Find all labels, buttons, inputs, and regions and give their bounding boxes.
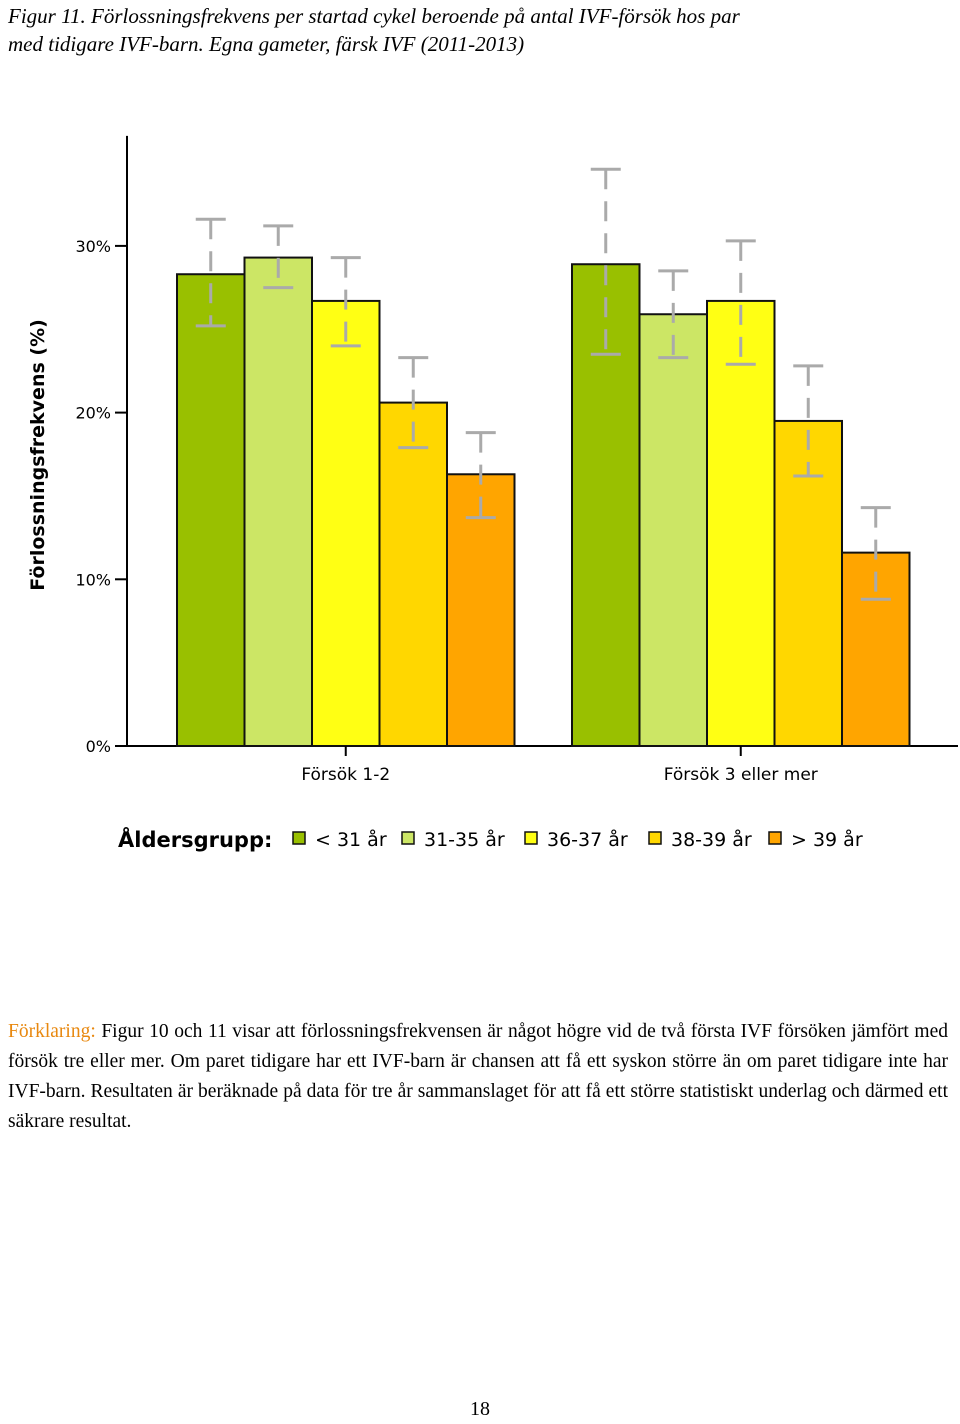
- bar: [638, 313, 708, 747]
- bar: [311, 299, 381, 747]
- legend-label: > 39 år: [791, 828, 863, 851]
- legend-title: Åldersgrupp:: [118, 827, 272, 852]
- bar: [706, 299, 776, 747]
- explanation-text: Figur 10 och 11 visar att förlossningsfr…: [8, 1021, 948, 1132]
- caption-line-1: Figur 11. Förlossningsfrekvens per start…: [8, 4, 740, 28]
- legend-swatch: [401, 831, 415, 845]
- bar: [378, 401, 448, 747]
- bar: [243, 256, 313, 747]
- y-tick-label: 0%: [86, 737, 111, 756]
- caption-line-2: med tidigare IVF-barn. Egna gameter, fär…: [8, 32, 525, 56]
- bar-chart: 0% 10% 20% 30% Förlossningsfrekvens (%) Försö…: [27, 135, 958, 852]
- legend-swatch: [292, 831, 306, 845]
- y-tick-label: 30%: [75, 237, 111, 256]
- legend-swatch: [648, 831, 662, 845]
- bar: [176, 273, 246, 747]
- bar: [773, 419, 843, 747]
- page-number: 18: [470, 1398, 490, 1420]
- explanation-paragraph: Förklaring: Figur 10 och 11 visar att fö…: [8, 1017, 948, 1137]
- x-tick-label: Försök 3 eller mer: [664, 765, 818, 785]
- figure-caption: Figur 11. Förlossningsfrekvens per start…: [8, 2, 953, 58]
- y-tick-label: 20%: [75, 404, 111, 423]
- legend-label: 36-37 år: [547, 828, 628, 851]
- legend-label: < 31 år: [315, 828, 387, 851]
- explanation-lead: Förklaring:: [8, 1021, 96, 1042]
- legend-swatch: [768, 831, 782, 845]
- x-tick-label: Försök 1-2: [301, 765, 390, 785]
- legend-label: 31-35 år: [424, 828, 505, 851]
- bar: [446, 473, 516, 747]
- legend-label: 38-39 år: [671, 828, 752, 851]
- legend-swatch: [524, 831, 538, 845]
- y-tick-label: 10%: [75, 570, 111, 589]
- y-axis-title: Förlossningsfrekvens (%): [27, 319, 49, 591]
